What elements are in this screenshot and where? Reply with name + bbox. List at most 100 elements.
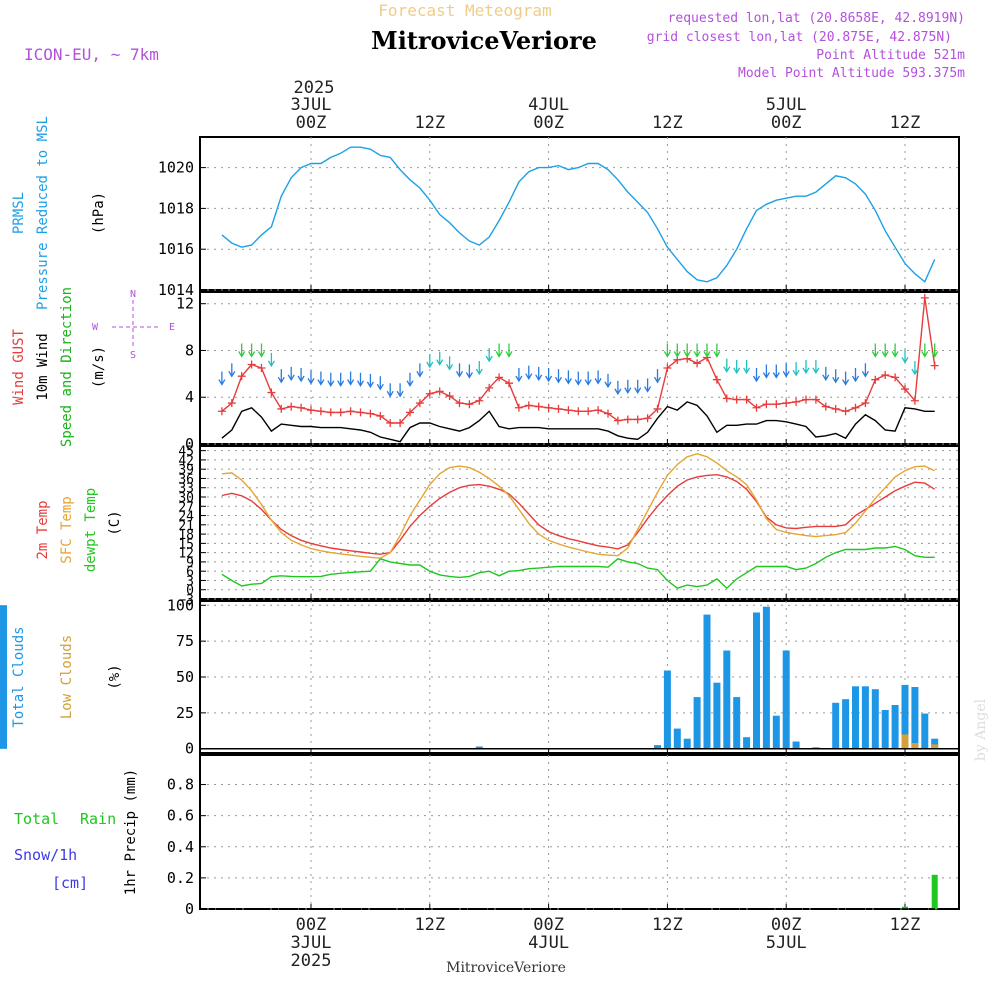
gust-marker [891, 373, 900, 382]
gust-marker [910, 396, 919, 405]
gust-marker [346, 407, 355, 416]
gust-marker [217, 407, 226, 416]
gust-marker [851, 403, 860, 412]
gust-marker [653, 404, 662, 413]
wind-direction-arrow [396, 383, 404, 398]
wind-direction-arrow [644, 378, 652, 393]
wind-direction-arrow [455, 363, 464, 378]
wind-direction-arrow [406, 372, 414, 387]
y-tick-label: 12 [176, 295, 194, 313]
wind-direction-arrow [495, 343, 503, 358]
compass-east: E [169, 322, 175, 333]
wind-direction-arrow [327, 372, 335, 387]
compass-rose: W E N S [92, 289, 175, 361]
wind-direction-arrow [347, 371, 355, 386]
location-title: MitroviceVeriore [371, 26, 597, 55]
total-clouds-bar [911, 687, 919, 749]
precip-unit-label: 1hr Precip (mm) [123, 769, 139, 895]
gust-marker [544, 403, 553, 412]
total-clouds-bar [832, 702, 840, 749]
wind-direction-arrow [861, 363, 869, 378]
wind-direction-arrow [683, 343, 691, 358]
y-tick-label: 33 [178, 482, 194, 497]
wind-direction-arrow [307, 370, 315, 385]
pressure-unit-label: (hPa) [91, 192, 107, 234]
y-tick-label: 0.4 [167, 838, 194, 856]
pressure-panel-labels: PRMSL Pressure Reduced to MSL (hPa) [11, 116, 107, 310]
gust-marker [841, 407, 850, 416]
y-tick-label: 0.8 [167, 776, 194, 794]
pressure-msl-label: Pressure Reduced to MSL [35, 116, 51, 310]
wind-direction-arrow [525, 365, 533, 380]
gust-marker [792, 397, 801, 406]
wind-direction-arrow [842, 371, 850, 386]
total-clouds-bar [723, 650, 731, 749]
wind-direction-arrow [713, 343, 721, 358]
bottom-time-label: 12Z [652, 915, 683, 935]
wind-direction-arrow [931, 343, 939, 358]
temp-dewpt-label: dewpt Temp [83, 488, 99, 572]
y-tick-label: 75 [176, 632, 194, 650]
wind-direction-arrow [634, 379, 642, 394]
y-tick-label: 3 [186, 574, 194, 589]
gust-marker [930, 361, 939, 370]
wind-direction-arrow [624, 379, 632, 394]
gust-marker [415, 399, 424, 408]
gust-marker [287, 402, 296, 411]
requested-coords: requested lon,lat (20.8658E, 42.8919N) [668, 11, 965, 26]
wind-direction-arrow [475, 361, 483, 376]
gust-marker [722, 394, 731, 403]
credit-watermark: by Angel [973, 698, 989, 761]
gust-marker [356, 408, 365, 417]
gust-marker [633, 415, 642, 424]
total-clouds-bar [852, 686, 859, 749]
wind-direction-arrow [317, 371, 325, 386]
gust-marker [693, 359, 702, 368]
top-time-label: 12Z [890, 113, 921, 133]
y-tick-label: 9 [186, 556, 194, 571]
wind-direction-arrow [356, 372, 365, 387]
gust-marker [237, 372, 246, 381]
wind-direction-arrow [723, 358, 731, 373]
top-year-label: 2025 [294, 78, 335, 98]
gust-marker [821, 402, 830, 411]
wind-direction-arrow [535, 366, 543, 382]
wind-direction-arrow [228, 363, 236, 378]
top-time-label: 4JUL [528, 95, 569, 115]
wind-direction-arrow [416, 363, 424, 378]
wind-direction-arrow [604, 373, 612, 389]
wind-direction-arrow [366, 373, 374, 389]
wind-panel-labels: Wind GUST 10m Wind Speed and Direction (… [11, 287, 175, 447]
wind-direction-arrow [584, 371, 592, 386]
gust-marker [811, 395, 820, 404]
gust-marker [712, 375, 721, 384]
gust-marker [584, 407, 593, 416]
wind-direction-arrow [663, 343, 671, 358]
y-tick-label: 15 [178, 537, 194, 552]
wind-direction-arrow [673, 343, 681, 358]
compass-north: N [130, 289, 136, 300]
gust-marker [871, 375, 880, 384]
gust-marker [901, 385, 909, 394]
gust-marker [861, 399, 870, 408]
pressure-frame [199, 136, 960, 291]
gust-marker [297, 403, 306, 412]
wind-direction-arrow [485, 348, 493, 363]
top-time-label: 3JUL [291, 95, 332, 115]
clouds-unit-label: (%) [107, 664, 123, 689]
temp-panel-labels: 2m Temp SFC Temp dewpt Temp (C) [35, 488, 123, 572]
wind-direction-arrow [762, 364, 770, 379]
total-clouds-bar [891, 705, 899, 749]
wind-direction-arrow [871, 343, 879, 358]
precip-panel: 0 0.2 0.4 0.6 0.8 [167, 754, 960, 918]
y-tick-label: 0.2 [167, 869, 194, 887]
wind-direction-arrow [386, 383, 394, 398]
y-tick-label: 4 [185, 388, 194, 406]
gust-marker [881, 371, 890, 380]
y-tick-label: 18 [178, 528, 194, 543]
y-tick-label: 1018 [158, 199, 194, 217]
wind-direction-arrow [465, 364, 473, 379]
total-rain-total-label: Total [14, 810, 59, 828]
gust-marker [802, 395, 810, 404]
